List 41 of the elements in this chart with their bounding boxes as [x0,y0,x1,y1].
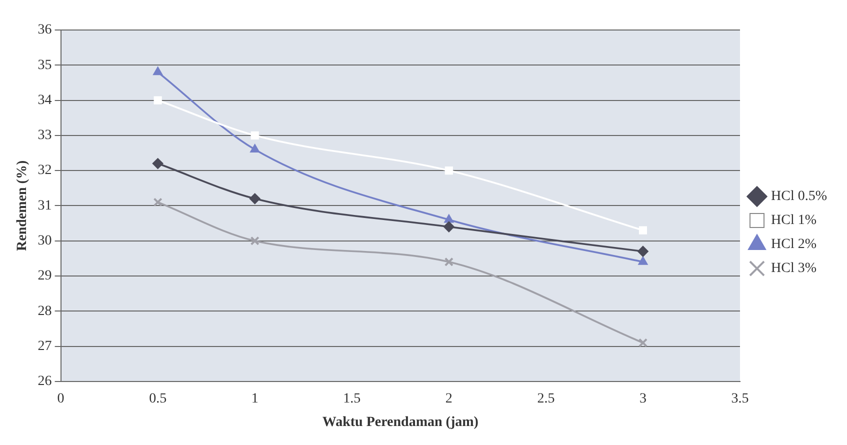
point [444,257,454,266]
y-tick-label: 30 [38,234,52,249]
x-tick-label: 3.5 [731,391,749,406]
point [638,256,648,265]
y-tick-label: 26 [38,374,52,390]
y-axis-title: Rendemen (%) [15,160,30,252]
x-tick-label: 2.5 [537,391,555,406]
x-tick-label: 2 [445,391,452,406]
y-tick-label: 35 [38,58,52,73]
point [638,226,648,234]
point [637,246,648,257]
legend-label: HCl 3% [771,261,817,276]
point [154,96,162,104]
x-axis-title: Waktu Perendaman (jam) [322,415,479,430]
y-tick-label: 36 [38,22,52,38]
y-tick-label: 31 [38,198,52,214]
point [444,214,454,223]
point [152,158,164,170]
point [250,236,260,246]
point [153,198,162,207]
x-tick-label: 0.5 [149,391,167,406]
legend-label: HCl 1% [771,213,817,228]
y-tick-label: 27 [38,338,52,354]
legend-label: HCl 0.5% [771,189,828,204]
y-tick-label: 28 [38,304,52,319]
y-tick-label: 33 [38,128,52,144]
x-tick-label: 3 [639,391,646,406]
legend-label: HCl 2% [771,237,817,252]
x-tick-label: 1.5 [343,391,361,406]
x-tick-label: 1 [251,391,258,406]
y-tick-label: 29 [38,268,52,284]
point [249,193,260,204]
y-tick-label: 32 [38,163,52,178]
x-tick-label: 0 [57,391,64,406]
point [638,338,648,348]
point [153,66,163,76]
point [444,166,453,175]
y-tick-label: 34 [38,92,52,108]
point [250,144,260,152]
point [443,221,454,232]
point [250,131,259,140]
